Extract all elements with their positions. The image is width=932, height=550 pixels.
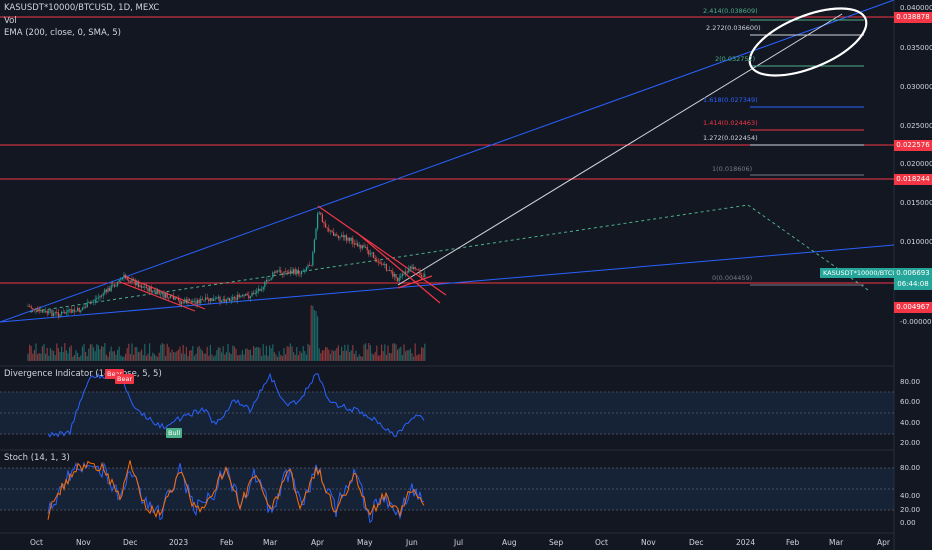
time-label: Dec [123,538,138,547]
red-level-tag-4: 0.004967 [894,302,932,313]
price-tick: 0.020000 [900,160,932,168]
price-tick: 0.010000 [900,238,932,246]
ellipse-annotation[interactable] [741,0,875,89]
white-projection-line[interactable] [397,13,843,286]
red-level-tag-3: 0.018244 [894,174,932,185]
red-horizontal-levels[interactable] [0,16,894,284]
red-level-tag-2: 0.022576 [894,140,932,151]
price-candles[interactable] [27,210,426,320]
time-label: Aug [502,538,517,547]
blue-trend-lines[interactable] [0,0,895,323]
time-label: Apr [311,538,324,547]
bear-badge: Bear [105,369,125,379]
time-label: Mar [263,538,278,547]
time-label: Dec [689,538,704,547]
time-label: Oct [595,538,608,547]
fib-label-1414: 1.414(0.024463) [703,119,758,127]
stoch-tick: 80.00 [900,464,921,472]
current-price-tag: 0.006693 [894,268,932,279]
time-label: Apr [877,538,890,547]
time-label: Nov [76,538,91,547]
time-label: 2024 [736,538,756,547]
stoch-k-line [47,461,425,524]
stoch-d-line [47,460,425,520]
bull-badge: Bull [166,428,183,438]
ema-legend[interactable]: EMA (200, close, 0, SMA, 5) [4,28,121,38]
price-tick: 0.040000 [900,4,932,12]
stoch-tick: 0.00 [900,519,916,527]
fib-label-2414: 2.414(0.038609) [703,7,758,15]
divergence-tick: 60.00 [900,398,921,406]
time-label: Feb [220,538,234,547]
fib-label-0: 0(0.004459) [712,274,753,282]
stoch-legend[interactable]: Stoch (14, 1, 3) [4,453,70,463]
dotted-projection-line[interactable] [29,204,749,313]
red-level-tag-1: 0.038878 [894,12,932,23]
fib-label-2: 2(0.032752) [715,55,756,63]
volume-bars [27,305,426,361]
red-trend-lines[interactable] [119,205,447,312]
time-label: Nov [641,538,656,547]
symbol-legend[interactable]: KASUSDT*10000/BTCUSD, 1D, MEXC [4,3,159,13]
symbol-line[interactable]: KASUSDT*10000/BTCUSD, 1D, MEXC [4,3,160,13]
fib-label-1618: 1.618(0.027349) [703,96,758,104]
time-label: May [357,538,373,547]
divergence-tick: 20.00 [900,439,921,447]
time-label: Mar [829,538,844,547]
fib-label-2272: 2.272(0.036600) [706,24,761,32]
price-tick: 0.030000 [900,83,932,91]
fib-label-1272: 1.272(0.022454) [703,134,758,142]
divergence-legend[interactable]: Divergence Indicator (14, close, 5, 5) [4,369,162,379]
time-label: Sep [549,538,564,547]
stoch-tick: 40.00 [900,492,921,500]
price-tick: 0.035000 [900,44,932,52]
vol-legend[interactable]: Vol [4,16,17,26]
current-symbol-tag: KASUSDT*10000/BTCUSD [820,268,910,278]
divergence-tick: 80.00 [900,378,921,386]
price-tick: 0.015000 [900,199,932,207]
time-label: Jul [454,538,464,547]
fib-label-1: 1(0.018606) [712,165,753,173]
price-tick: 0.025000 [900,122,932,130]
time-label: 2023 [169,538,189,547]
countdown-tag: 06:44:08 [894,279,932,290]
time-label: Jun [406,538,418,547]
time-label: Oct [30,538,43,547]
stoch-tick: 20.00 [900,506,921,514]
time-label: Feb [786,538,800,547]
bear-badge: Bear [115,374,135,384]
divergence-tick: 40.00 [900,419,921,427]
